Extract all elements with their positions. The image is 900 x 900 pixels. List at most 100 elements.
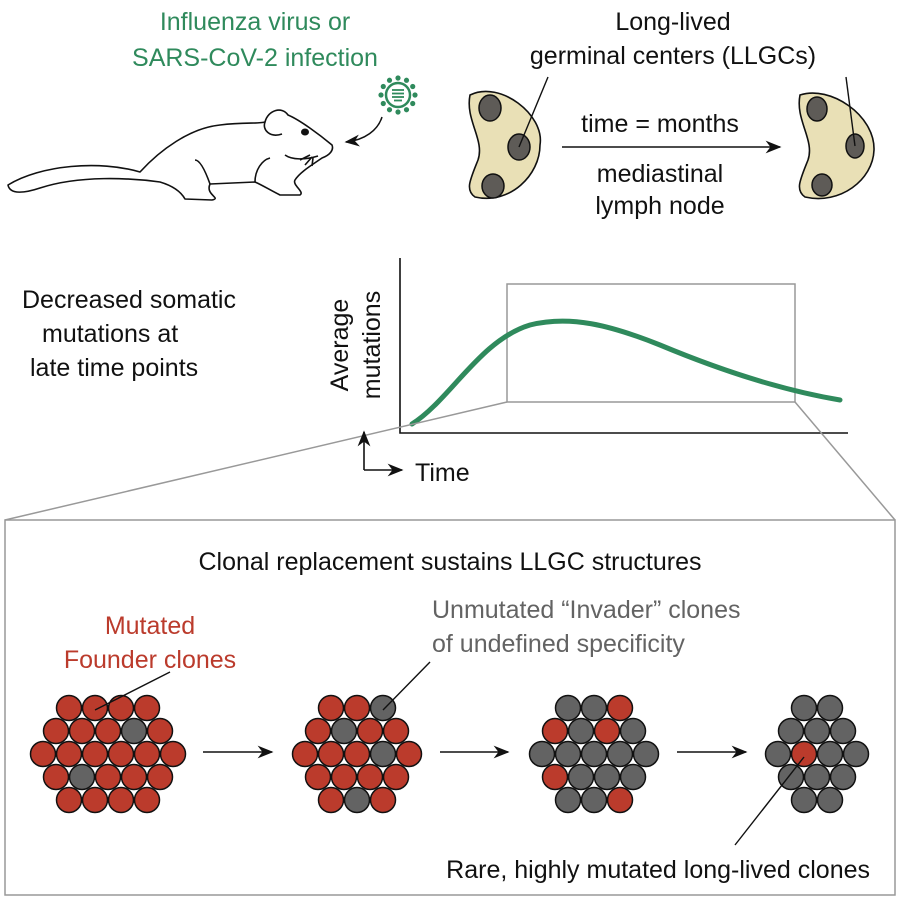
mutated-clone	[304, 717, 332, 745]
time-months-label: time = months	[581, 110, 739, 138]
invader-label-line2: of undefined specificity	[432, 630, 685, 658]
mutated-clone	[94, 717, 122, 745]
mutated-clone	[29, 740, 57, 768]
lymph-node-right	[798, 76, 875, 200]
clone-cluster	[291, 694, 423, 814]
lymph-node-left	[468, 76, 549, 200]
mouse-icon	[7, 109, 334, 201]
mutated-clone	[107, 694, 135, 722]
mutated-clone	[330, 763, 358, 791]
invader-clone	[567, 763, 595, 791]
mutated-clone	[107, 786, 135, 814]
infection-label-line1: Influenza virus or	[160, 8, 350, 36]
mutated-clone	[81, 740, 109, 768]
invader-clone	[554, 694, 582, 722]
invader-clone	[120, 717, 148, 745]
founder-pointer	[94, 671, 171, 711]
mutated-clone	[317, 786, 345, 814]
invader-clone	[593, 763, 621, 791]
mutated-clone	[133, 786, 161, 814]
mutated-clone	[81, 786, 109, 814]
invader-clone	[829, 717, 857, 745]
lymph-node-label: lymph node	[595, 192, 724, 220]
invader-clone	[777, 763, 805, 791]
mutated-clone	[593, 717, 621, 745]
llgc-label-line2: germinal centers (LLGCs)	[530, 42, 816, 70]
mutated-clone	[146, 717, 174, 745]
invader-clone	[842, 740, 870, 768]
invader-clone	[68, 763, 96, 791]
mutated-clone	[382, 717, 410, 745]
invader-clone	[554, 786, 582, 814]
mutated-clone	[55, 740, 83, 768]
llgc-label-line1: Long-lived	[615, 8, 730, 36]
invader-clone	[619, 717, 647, 745]
mutated-clone	[317, 694, 345, 722]
invader-clone	[803, 717, 831, 745]
invader-label-line1: Unmutated “Invader” clones	[432, 596, 740, 624]
y-axis-label-line2: mutations	[358, 291, 386, 399]
rare-pointer	[734, 756, 805, 846]
mutated-clone	[55, 694, 83, 722]
invader-pointer	[382, 661, 431, 711]
founder-label-line2: Founder clones	[64, 646, 236, 674]
founder-label-line1: Mutated	[105, 612, 195, 640]
invader-clone	[829, 763, 857, 791]
mutated-clone	[369, 786, 397, 814]
germinal-center	[806, 96, 828, 122]
mutated-clone	[395, 740, 423, 768]
invader-clone	[606, 740, 634, 768]
axes-icon	[357, 430, 404, 477]
invader-clone	[777, 717, 805, 745]
invader-clone	[343, 786, 371, 814]
invader-clone	[369, 740, 397, 768]
mutated-clone	[55, 786, 83, 814]
rare-clones-label: Rare, highly mutated long-lived clones	[446, 856, 870, 884]
invader-clone	[816, 786, 844, 814]
zoom-line-left	[4, 401, 508, 521]
plot-caption-line2: mutations at	[42, 320, 178, 348]
mutated-clone	[68, 717, 96, 745]
clonal-title: Clonal replacement sustains LLGC structu…	[198, 548, 701, 576]
invader-clone	[580, 694, 608, 722]
mutated-clone	[541, 763, 569, 791]
germinal-center	[811, 173, 833, 197]
invader-clone	[580, 740, 608, 768]
x-axis-label: Time	[415, 459, 470, 487]
invader-clone	[764, 740, 792, 768]
mutated-clone	[146, 763, 174, 791]
mutated-clone	[356, 763, 384, 791]
mutated-clone	[606, 786, 634, 814]
germinal-center	[481, 173, 505, 199]
infection-label-line2: SARS-CoV-2 infection	[132, 44, 378, 72]
invader-clone	[369, 694, 397, 722]
invader-clone	[580, 786, 608, 814]
invader-clone	[790, 786, 818, 814]
mutated-clone	[81, 694, 109, 722]
mutated-clone	[133, 694, 161, 722]
clone-cluster	[528, 694, 660, 814]
mutated-clone	[107, 740, 135, 768]
invader-clone	[790, 694, 818, 722]
invader-clone	[330, 717, 358, 745]
mutated-clone	[541, 717, 569, 745]
mutated-clone	[291, 740, 319, 768]
mutated-clone	[133, 740, 161, 768]
virus-icon	[378, 75, 418, 115]
clonal-panel	[4, 519, 896, 896]
clone-cluster	[29, 694, 187, 814]
invader-clone	[632, 740, 660, 768]
invader-clone	[803, 763, 831, 791]
mutated-clone	[343, 740, 371, 768]
mutated-clone	[343, 694, 371, 722]
mutated-clone	[120, 763, 148, 791]
zoom-box	[506, 283, 796, 403]
invader-clone	[554, 740, 582, 768]
mutated-clone	[42, 717, 70, 745]
mutated-clone	[94, 763, 122, 791]
invader-clone	[816, 740, 844, 768]
mutated-clone	[356, 717, 384, 745]
mutated-clone	[606, 694, 634, 722]
invader-clone	[567, 717, 595, 745]
